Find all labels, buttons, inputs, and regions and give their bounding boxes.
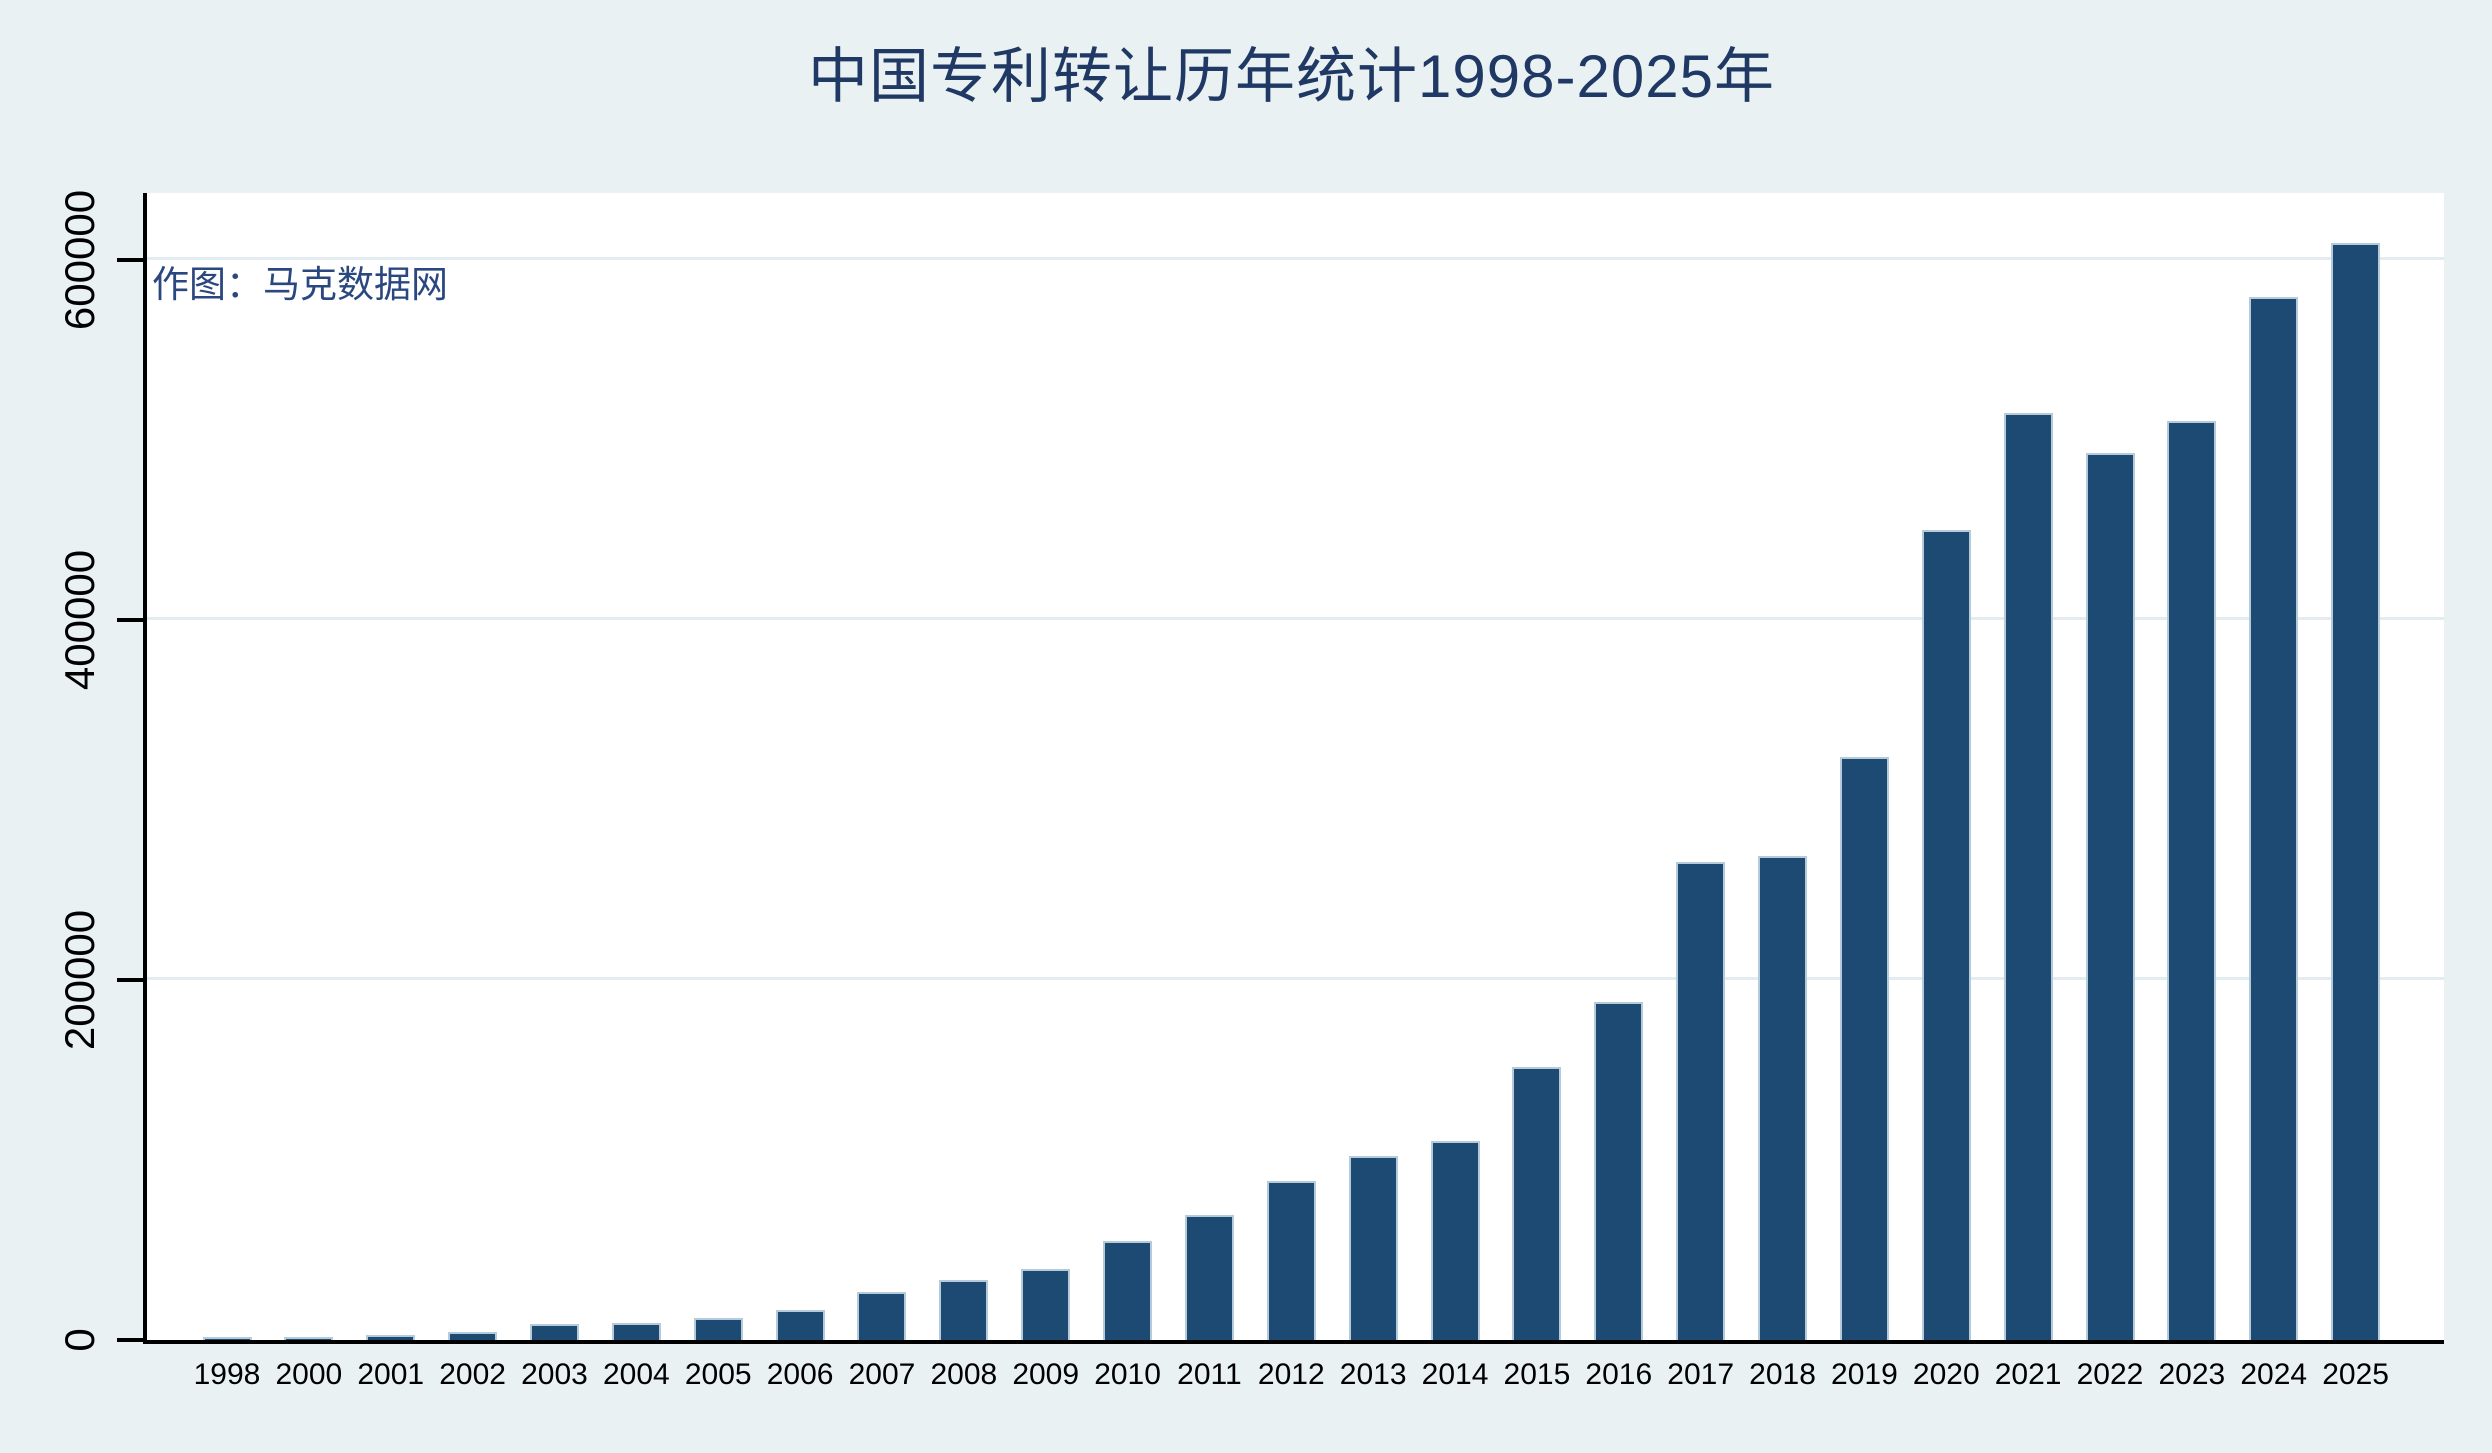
x-tick-label-2015: 2015 — [1503, 1358, 1571, 1391]
x-tick-label-2024: 2024 — [2240, 1358, 2308, 1391]
x-tick-label-2003: 2003 — [521, 1358, 588, 1391]
x-tick-label-2014: 2014 — [1421, 1358, 1489, 1391]
bar-2008 — [939, 1279, 989, 1340]
bar-2024 — [2249, 296, 2299, 1340]
bar-2010 — [1103, 1240, 1153, 1340]
bar-2004 — [611, 1322, 661, 1340]
x-tick-label-2005: 2005 — [684, 1358, 752, 1391]
y-tick-200000 — [117, 977, 143, 982]
chart-title: 中国专利转让历年统计1998-2025年 — [808, 43, 1775, 110]
x-tick-label-1998: 1998 — [193, 1358, 261, 1391]
x-tick-label-2010: 2010 — [1094, 1358, 1161, 1391]
bar-2012 — [1266, 1180, 1316, 1340]
bar-2018 — [1758, 856, 1808, 1340]
bar-2009 — [1021, 1268, 1071, 1340]
x-tick-label-2011: 2011 — [1177, 1358, 1242, 1391]
bar-2003 — [529, 1323, 579, 1340]
bar-1998 — [202, 1336, 252, 1340]
x-tick-label-2022: 2022 — [2076, 1358, 2144, 1391]
x-tick-label-2020: 2020 — [1912, 1358, 1980, 1391]
bar-2005 — [693, 1318, 743, 1340]
bar-2002 — [448, 1331, 498, 1340]
y-tick-label-0: 0 — [56, 1328, 103, 1352]
y-tick-label-400000: 400000 — [56, 549, 103, 690]
x-tick-label-2004: 2004 — [602, 1358, 670, 1391]
x-tick-label-2023: 2023 — [2158, 1358, 2226, 1391]
bar-2015 — [1512, 1066, 1562, 1340]
gridline-200000 — [147, 976, 2444, 980]
x-tick-label-2021: 2021 — [1994, 1358, 2062, 1391]
x-tick-label-2017: 2017 — [1667, 1358, 1735, 1391]
x-tick-label-2000: 2000 — [275, 1358, 343, 1391]
x-tick-label-2013: 2013 — [1339, 1358, 1407, 1391]
y-tick-label-200000: 200000 — [56, 909, 103, 1050]
bar-2023 — [2167, 421, 2217, 1340]
bar-2021 — [2003, 412, 2053, 1340]
bar-2001 — [366, 1334, 416, 1340]
bar-2022 — [2085, 453, 2135, 1340]
y-tick-label-600000: 600000 — [56, 189, 103, 330]
gridline-400000 — [147, 616, 2444, 620]
bar-2006 — [775, 1309, 825, 1340]
bar-2011 — [1184, 1214, 1234, 1340]
watermark-text: 作图：马克数据网 — [152, 264, 448, 305]
x-tick-label-2008: 2008 — [930, 1358, 998, 1391]
x-tick-label-2025: 2025 — [2322, 1358, 2389, 1391]
x-tick-label-2012: 2012 — [1257, 1358, 1325, 1391]
y-tick-400000 — [117, 617, 143, 622]
x-tick-label-2001: 2001 — [357, 1358, 425, 1391]
plot-area — [143, 193, 2444, 1344]
gridline-600000 — [147, 256, 2444, 260]
x-tick-label-2016: 2016 — [1585, 1358, 1653, 1391]
bar-2020 — [1921, 530, 1971, 1340]
bar-2017 — [1676, 862, 1726, 1340]
x-tick-label-2002: 2002 — [439, 1358, 506, 1391]
bar-2019 — [1839, 756, 1889, 1340]
x-tick-label-2007: 2007 — [848, 1358, 916, 1391]
bar-2014 — [1430, 1140, 1480, 1340]
bar-2007 — [857, 1291, 907, 1340]
y-tick-0 — [117, 1338, 143, 1342]
y-tick-600000 — [117, 257, 143, 262]
x-tick-label-2018: 2018 — [1749, 1358, 1816, 1391]
bar-2016 — [1594, 1002, 1644, 1340]
x-tick-label-2006: 2006 — [766, 1358, 834, 1391]
x-tick-label-2019: 2019 — [1831, 1358, 1898, 1391]
bar-2013 — [1348, 1155, 1398, 1340]
bar-2000 — [284, 1336, 334, 1340]
bar-2025 — [2331, 242, 2381, 1340]
x-tick-label-2009: 2009 — [1012, 1358, 1080, 1391]
